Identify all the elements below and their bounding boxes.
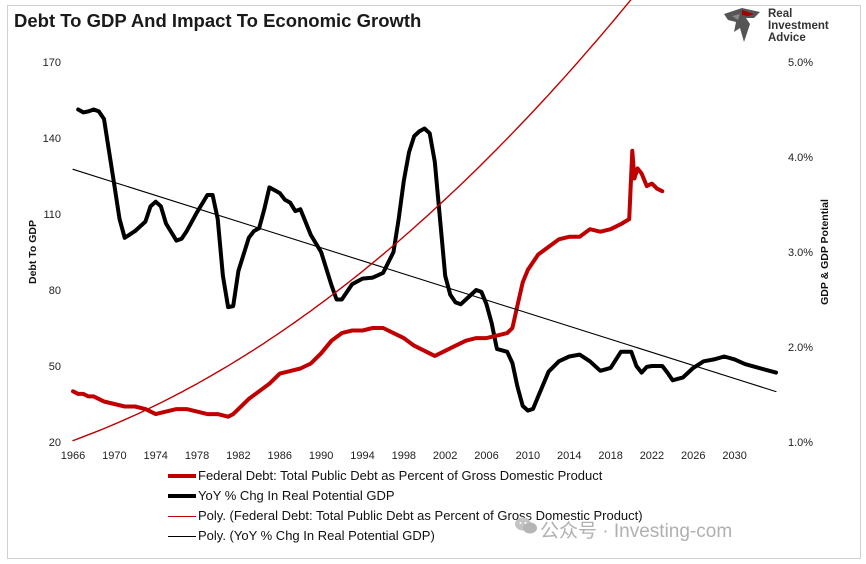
y-tick-label: 140: [43, 133, 61, 145]
legend-swatch-thick-black: [168, 494, 196, 498]
trend-line-poly-debt: [72, 0, 632, 442]
x-tick-label: 2026: [681, 450, 705, 462]
legend-swatch-thin-red: [168, 516, 196, 517]
x-tick-label: 1986: [268, 450, 292, 462]
x-tick-label: 2002: [433, 450, 457, 462]
x-tick-label: 1970: [102, 450, 126, 462]
x-tick-label: 1982: [226, 450, 250, 462]
x-tick-label: 1994: [350, 450, 374, 462]
y-tick-label: 50: [49, 361, 61, 373]
x-tick-label: 2010: [516, 450, 540, 462]
x-tick-label: 2030: [722, 450, 746, 462]
x-tick-label: 2018: [598, 450, 622, 462]
y-tick-label: 110: [43, 209, 61, 221]
legend-label: YoY % Chg In Real Potential GDP: [198, 488, 395, 503]
x-tick-label: 1966: [61, 450, 85, 462]
y2-tick-label: 1.0%: [788, 437, 813, 449]
legend-label: Poly. (Federal Debt: Total Public Debt a…: [198, 508, 643, 523]
y2-tick-label: 5.0%: [788, 57, 813, 69]
chart-frame: [7, 5, 861, 559]
x-tick-label: 2014: [557, 450, 581, 462]
trend-line-poly-gdp: [72, 168, 777, 393]
x-tick-label: 2006: [474, 450, 498, 462]
y-tick-label: 80: [49, 285, 61, 297]
x-tick-label: 1998: [392, 450, 416, 462]
y2-tick-label: 4.0%: [788, 152, 813, 164]
x-tick-label: 2022: [640, 450, 664, 462]
y2-axis-title: GDP & GDP Potential: [819, 199, 831, 305]
logo-line-1: Real: [768, 8, 793, 20]
chart-title: Debt To GDP And Impact To Economic Growt…: [14, 10, 422, 31]
logo: Real Investment Advice: [720, 6, 850, 48]
logo-text: Real Investment Advice: [768, 8, 829, 44]
y-axis-title: Debt To GDP: [27, 220, 39, 284]
y2-tick-label: 3.0%: [788, 247, 813, 259]
y-tick-label: 170: [43, 57, 61, 69]
logo-line-2: Investment: [768, 20, 829, 32]
logo-line-3: Advice: [768, 32, 806, 44]
y2-tick-label: 2.0%: [788, 342, 813, 354]
wechat-icon: [515, 517, 537, 534]
watermark-text: 公众号 · Investing-com: [540, 521, 733, 542]
legend-label: Poly. (YoY % Chg In Real Potential GDP): [198, 528, 435, 543]
legend-swatch-thick-red: [168, 474, 196, 478]
y-tick-label: 20: [49, 437, 61, 449]
x-tick-label: 1978: [185, 450, 209, 462]
x-tick-label: 1974: [143, 450, 167, 462]
x-tick-label: 1990: [309, 450, 333, 462]
legend-label: Federal Debt: Total Public Debt as Perce…: [198, 468, 603, 483]
legend-swatch-thin-black: [168, 536, 196, 537]
watermark: 公众号 · Investing-com: [515, 516, 733, 543]
eagle-logo-icon: [724, 8, 760, 42]
series-line-federal-debt: [71, 148, 665, 419]
series-line-potential-gdp: [76, 107, 778, 413]
